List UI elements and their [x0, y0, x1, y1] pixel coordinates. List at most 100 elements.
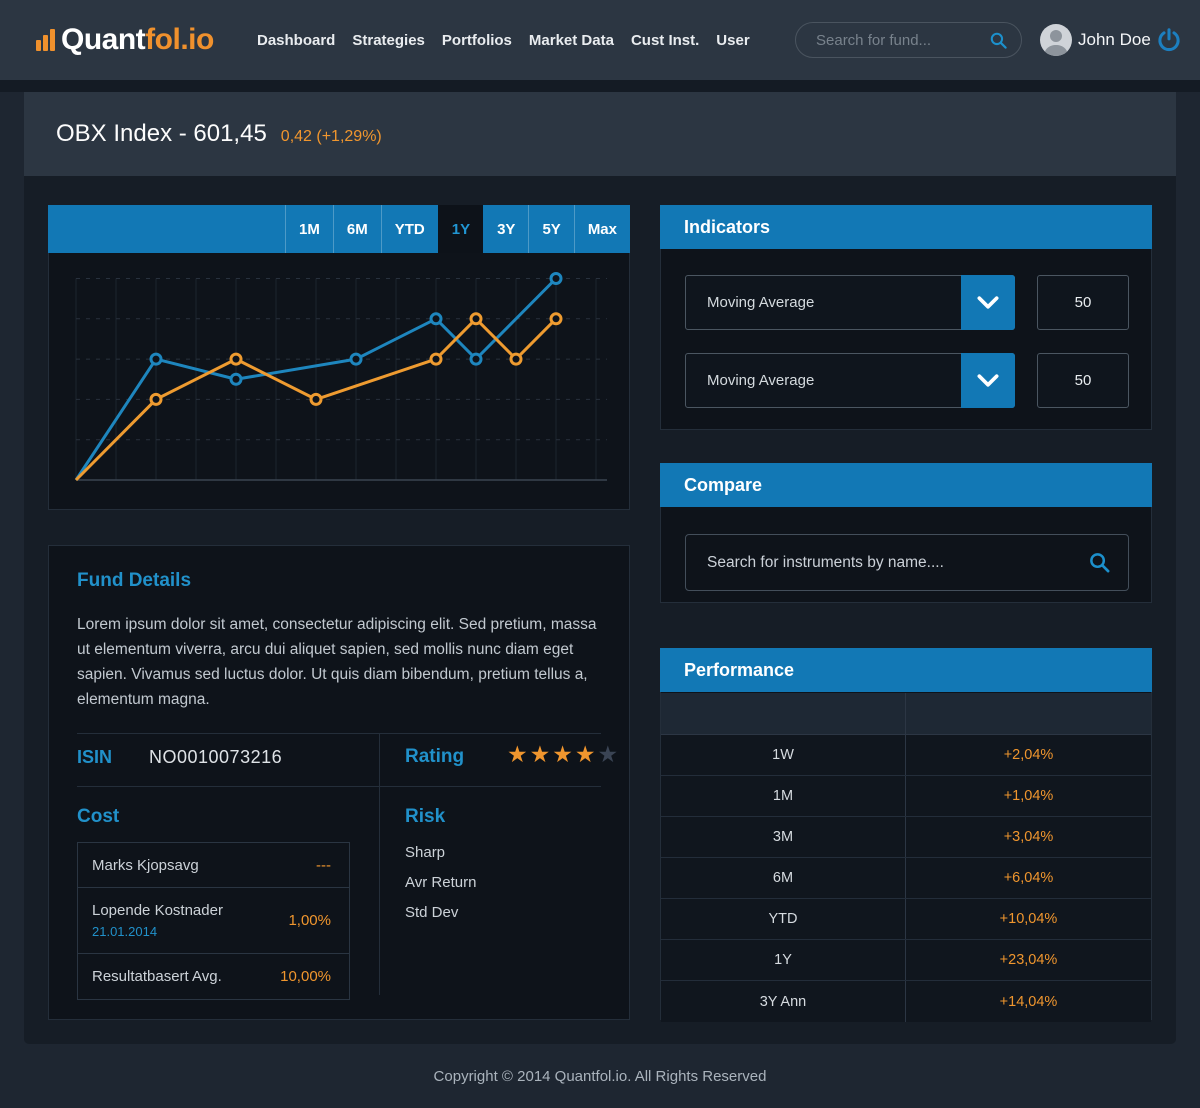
fund-description: Lorem ipsum dolor sit amet, consectetur …: [77, 616, 597, 708]
nav-item-user[interactable]: User: [716, 31, 750, 49]
cost-row: Lopende Kostnader 21.01.2014 1,00%: [78, 888, 349, 954]
main-content: OBX Index - 601,45 0,42 (+1,29%) 1M 6M Y…: [24, 92, 1176, 1044]
divider: [77, 733, 601, 734]
tab-ytd[interactable]: YTD: [380, 205, 438, 253]
table-row: 3M +3,04%: [661, 817, 1151, 858]
nav-divider-strip: [0, 80, 1200, 92]
logo-bars-icon: [36, 29, 55, 51]
star-icon: ★: [529, 741, 553, 767]
star-icon: ★: [574, 741, 598, 767]
nav-item-market-data[interactable]: Market Data: [528, 31, 614, 49]
footer: Copyright © 2014 Quantfol.io. All Rights…: [0, 1044, 1200, 1108]
tab-3y[interactable]: 3Y: [497, 220, 516, 238]
cost-row-value: ---: [316, 856, 331, 874]
compare-panel: Compare: [660, 463, 1152, 603]
cost-row-date: 21.01.2014: [92, 924, 158, 939]
value-cell: +1,04%: [1003, 788, 1054, 804]
cost-row-label: Marks Kjopsavg: [92, 856, 199, 874]
fund-details-panel: Fund Details Lorem ipsum dolor sit amet,…: [48, 545, 630, 1020]
period-cell: 6M: [661, 858, 906, 898]
logo[interactable]: Quantfol.io: [36, 0, 214, 80]
risk-list: Sharp Avr Return Std Dev: [405, 838, 476, 928]
table-row: 1Y +23,04%: [661, 940, 1151, 981]
performance-table: 1W +2,04% 1M +1,04% 3M +3,04% 6M +6,04% …: [661, 735, 1151, 1022]
divider: [379, 733, 380, 995]
tab-max[interactable]: Max: [573, 205, 630, 253]
cost-row: Resultatbasert Avg. 10,00%: [78, 954, 349, 999]
indicator-select-2[interactable]: Moving Average: [685, 353, 1015, 408]
compare-title: Compare: [660, 463, 1152, 507]
performance-panel: Performance 1W +2,04% 1M +1,04% 3M +3,04…: [660, 648, 1152, 1022]
table-row: 1M +1,04%: [661, 776, 1151, 817]
tab-1m[interactable]: 1M: [285, 205, 333, 253]
brand-text: Quantfol.io: [61, 23, 214, 56]
nav-item-strategies[interactable]: Strategies: [352, 31, 425, 49]
tab-6m[interactable]: 6M: [332, 205, 381, 253]
nav-item-portfolios[interactable]: Portfolios: [441, 31, 512, 49]
value-cell: +3,04%: [1003, 829, 1054, 845]
divider: [77, 786, 601, 787]
star-icon: ★: [552, 741, 575, 767]
rating-label: Rating: [405, 746, 465, 767]
value-cell: +6,04%: [1003, 870, 1054, 886]
risk-item: Sharp: [405, 844, 446, 861]
period-cell: 1Y: [661, 940, 906, 980]
tab-5y[interactable]: 5Y: [528, 205, 573, 253]
star-icon: ★: [597, 741, 621, 767]
cost-row-value: 10,00%: [280, 968, 331, 985]
cost-row-label: Resultatbasert Avg.: [92, 968, 222, 985]
search-icon[interactable]: [1088, 551, 1111, 574]
search-icon[interactable]: [989, 31, 1008, 50]
period-cell: YTD: [661, 899, 906, 939]
chevron-down-icon[interactable]: [961, 353, 1015, 408]
fund-details-title: Fund Details: [77, 570, 192, 591]
isin-label: ISIN: [77, 747, 113, 767]
main-menu: Dashboard Strategies Portfolios Market D…: [257, 0, 750, 80]
range-tabbar: 1M 6M YTD 1Y 3Y 5Y Max: [48, 205, 630, 253]
risk-title: Risk: [405, 806, 446, 827]
cost-row-value: 1,00%: [288, 912, 331, 929]
value-cell: +10,04%: [999, 911, 1058, 927]
table-row: 1W +2,04%: [661, 735, 1151, 776]
chevron-down-icon[interactable]: [961, 275, 1015, 330]
instrument-header: OBX Index - 601,45 0,42 (+1,29%): [24, 92, 1176, 176]
fund-search: [795, 22, 1022, 58]
compare-search-input[interactable]: [686, 553, 1088, 572]
table-row: 6M +6,04%: [661, 858, 1151, 899]
user-avatar[interactable]: [1040, 24, 1072, 56]
copyright-text: Copyright © 2014 Quantfol.io. All Rights…: [433, 1067, 767, 1085]
star-icon: ★: [507, 741, 530, 767]
tab-1y[interactable]: 1Y: [437, 205, 484, 253]
risk-item: Std Dev: [405, 904, 459, 921]
period-cell: 3M: [661, 817, 906, 857]
indicators-title: Indicators: [660, 205, 1152, 249]
rating-stars: ★★★★★: [507, 741, 620, 768]
table-row: YTD +10,04%: [661, 899, 1151, 940]
cost-table: Marks Kjopsavg --- Lopende Kostnader 21.…: [77, 842, 350, 1000]
risk-item: Avr Return: [405, 874, 477, 891]
fund-search-input[interactable]: [796, 31, 989, 49]
period-cell: 3Y Ann: [661, 981, 906, 1022]
indicator-period-input-1[interactable]: [1037, 275, 1129, 330]
cost-row: Marks Kjopsavg ---: [78, 843, 349, 888]
nav-item-cust-inst[interactable]: Cust Inst.: [630, 31, 700, 49]
nav-item-dashboard[interactable]: Dashboard: [257, 31, 336, 49]
chart-panel: 1M 6M YTD 1Y 3Y 5Y Max: [48, 205, 630, 510]
value-cell: +23,04%: [999, 952, 1058, 968]
cost-title: Cost: [77, 806, 120, 827]
indicator-period-input-2[interactable]: [1037, 353, 1129, 408]
indicators-panel: Indicators Moving Average Moving Average: [660, 205, 1152, 430]
price-chart-svg: [74, 272, 607, 482]
period-cell: 1W: [661, 735, 906, 775]
logout-power-icon[interactable]: [1156, 27, 1182, 53]
performance-table-header: [661, 693, 1151, 735]
user-name[interactable]: John Doe: [1078, 30, 1151, 49]
isin-value: NO0010073216: [149, 747, 283, 767]
cost-row-label: Lopende Kostnader: [92, 902, 223, 919]
top-nav-bar: Quantfol.io Dashboard Strategies Portfol…: [0, 0, 1200, 80]
compare-search: [685, 534, 1129, 591]
indicator-select-2-value: Moving Average: [707, 372, 815, 389]
indicator-select-1[interactable]: Moving Average: [685, 275, 1015, 330]
avatar-image: [1040, 24, 1072, 56]
performance-title: Performance: [660, 648, 1152, 692]
